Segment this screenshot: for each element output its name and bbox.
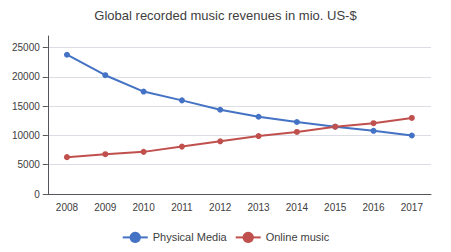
svg-text:10000: 10000 [12,130,40,141]
svg-text:2014: 2014 [286,202,309,213]
svg-text:2015: 2015 [324,202,347,213]
svg-text:20000: 20000 [12,71,40,82]
svg-text:25000: 25000 [12,42,40,53]
svg-text:2017: 2017 [401,202,424,213]
svg-text:2012: 2012 [209,202,232,213]
svg-text:15000: 15000 [12,101,40,112]
svg-text:2016: 2016 [362,202,385,213]
svg-text:2009: 2009 [94,202,117,213]
svg-text:2008: 2008 [56,202,79,213]
svg-text:Physical Media: Physical Media [153,231,228,243]
svg-text:Global recorded music revenues: Global recorded music revenues in mio. U… [94,8,357,23]
svg-text:0: 0 [34,189,40,200]
svg-text:2013: 2013 [247,202,270,213]
svg-text:5000: 5000 [18,159,41,170]
svg-text:Online music: Online music [266,231,330,243]
svg-text:2010: 2010 [132,202,155,213]
svg-text:2011: 2011 [171,202,193,213]
